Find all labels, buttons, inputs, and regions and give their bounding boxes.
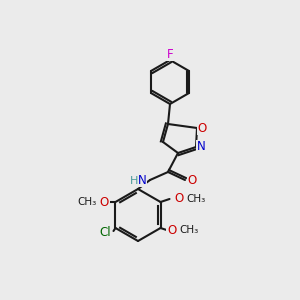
Text: H: H <box>130 176 138 186</box>
Text: O: O <box>167 224 176 236</box>
Text: Cl: Cl <box>100 226 111 239</box>
Text: O: O <box>188 173 196 187</box>
Text: CH₃: CH₃ <box>179 225 199 235</box>
Text: N: N <box>196 140 206 154</box>
Text: CH₃: CH₃ <box>77 197 97 207</box>
Text: O: O <box>197 122 207 134</box>
Text: O: O <box>100 196 109 208</box>
Text: O: O <box>174 193 183 206</box>
Text: N: N <box>138 173 146 187</box>
Text: F: F <box>167 47 173 61</box>
Text: CH₃: CH₃ <box>187 194 206 204</box>
